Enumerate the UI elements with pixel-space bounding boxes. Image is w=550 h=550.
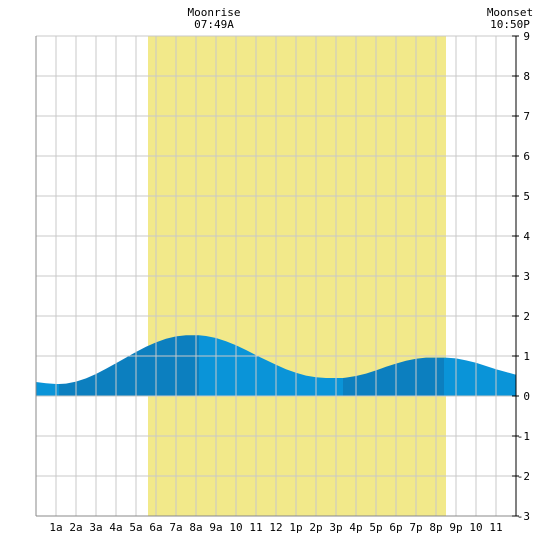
tide-area-segment bbox=[59, 335, 199, 396]
x-tick-label: 4p bbox=[349, 521, 362, 534]
x-tick-label: 8a bbox=[189, 521, 202, 534]
x-tick-label: 4a bbox=[109, 521, 122, 534]
y-tick-label: 9 bbox=[523, 30, 530, 43]
moonrise-label: Moonrise bbox=[187, 6, 241, 19]
x-tick-label: 10 bbox=[229, 521, 242, 534]
axis-layer bbox=[35, 35, 519, 517]
x-tick-label: 7a bbox=[169, 521, 182, 534]
x-tick-label: 3p bbox=[329, 521, 342, 534]
x-tick-label: 8p bbox=[429, 521, 442, 534]
x-tick-label: 11 bbox=[249, 521, 262, 534]
y-tick-label: -3 bbox=[517, 510, 530, 523]
y-tick-label: 5 bbox=[523, 190, 530, 203]
x-tick-label: 7p bbox=[409, 521, 422, 534]
x-tick-label: 3a bbox=[89, 521, 102, 534]
y-tick-label: -2 bbox=[517, 470, 530, 483]
tide-area-segment bbox=[36, 382, 59, 396]
moonrise-time: 07:49A bbox=[194, 18, 234, 31]
x-tick-label: 5a bbox=[129, 521, 142, 534]
moonset-label: Moonset bbox=[486, 6, 534, 19]
y-tick-label: 7 bbox=[523, 110, 530, 123]
tide-area-segment bbox=[444, 357, 516, 396]
tide-area-layer bbox=[36, 335, 516, 396]
x-tick-label: 6a bbox=[149, 521, 162, 534]
tide-area-segment bbox=[343, 357, 444, 396]
y-tick-label: 6 bbox=[523, 150, 530, 163]
x-tick-label: 1a bbox=[49, 521, 62, 534]
moonset-time: 10:50P bbox=[490, 18, 530, 31]
x-tick-label: 5p bbox=[369, 521, 382, 534]
x-tick-label: 12 bbox=[269, 521, 282, 534]
y-tick-label: -1 bbox=[517, 430, 530, 443]
x-tick-label: 6p bbox=[389, 521, 402, 534]
y-tick-label: 0 bbox=[523, 390, 530, 403]
x-tick-label: 9p bbox=[449, 521, 462, 534]
x-tick-label: 11 bbox=[489, 521, 502, 534]
moonset-header: Moonset 10:50P bbox=[474, 7, 546, 31]
moonrise-header: Moonrise 07:49A bbox=[174, 7, 254, 31]
y-tick-label: 8 bbox=[523, 70, 530, 83]
y-tick-label: 2 bbox=[523, 310, 530, 323]
y-tick-label: 4 bbox=[523, 230, 530, 243]
x-tick-label: 10 bbox=[469, 521, 482, 534]
tide-area-segment bbox=[199, 335, 343, 396]
y-tick-label: 3 bbox=[523, 270, 530, 283]
x-tick-label: 9a bbox=[209, 521, 222, 534]
x-tick-label: 2a bbox=[69, 521, 82, 534]
x-tick-label: 1p bbox=[289, 521, 302, 534]
y-tick-label: 1 bbox=[523, 350, 530, 363]
x-tick-label: 2p bbox=[309, 521, 322, 534]
